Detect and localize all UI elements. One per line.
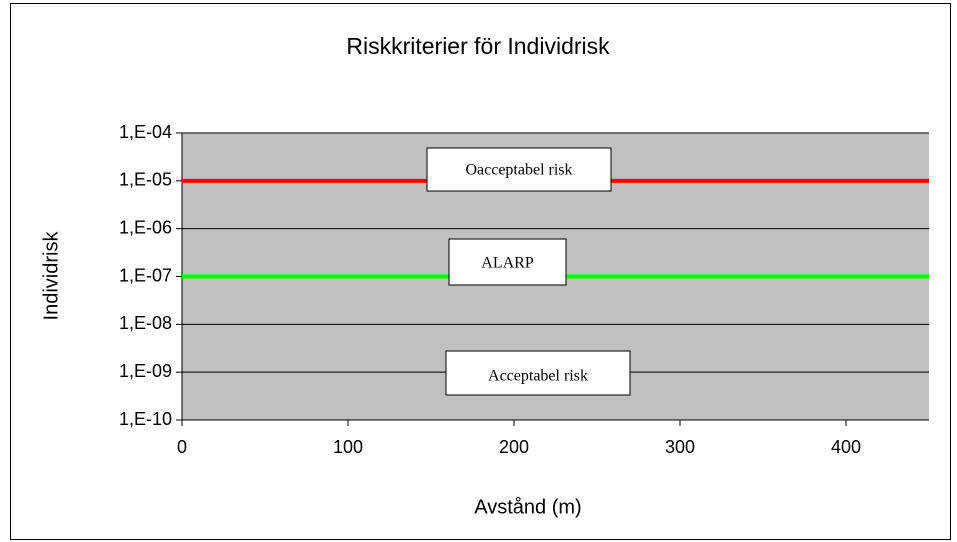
- x-tick-label: 100: [333, 437, 363, 457]
- y-tick-label: 1,E-09: [119, 361, 172, 381]
- x-axis-label: Avstånd (m): [474, 496, 581, 518]
- chart-title: Riskkriterier för Individrisk: [346, 33, 610, 59]
- x-tick-label: 300: [665, 437, 695, 457]
- x-tick-label: 400: [831, 437, 861, 457]
- annotation-box: [448, 238, 567, 286]
- annotation-box: [445, 350, 631, 396]
- x-tick-label: 200: [499, 437, 529, 457]
- y-tick-label: 1,E-07: [119, 265, 172, 285]
- y-tick-label: 1,E-08: [119, 313, 172, 333]
- x-tick-label: 0: [177, 437, 187, 457]
- y-tick-label: 1,E-06: [119, 217, 172, 237]
- annotation-box: [426, 147, 612, 192]
- y-tick-label: 1,E-05: [119, 170, 172, 190]
- annotation: Acceptabel risk: [488, 368, 588, 385]
- annotation: Oacceptabel risk: [465, 162, 572, 179]
- y-axis-label: Individrisk: [40, 231, 62, 321]
- annotation: ALARP: [481, 255, 534, 272]
- y-tick-label: 1,E-04: [119, 122, 172, 142]
- y-tick-label: 1,E-10: [119, 409, 172, 429]
